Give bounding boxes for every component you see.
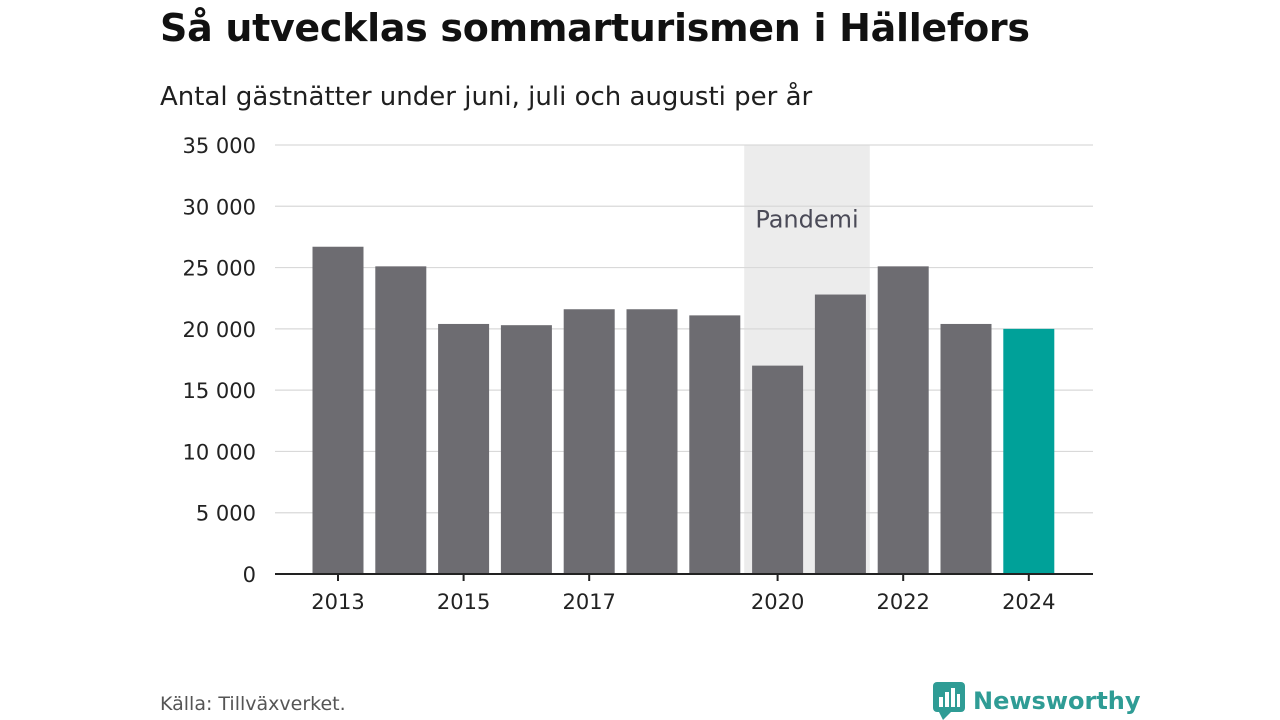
y-tick-label: 5 000 bbox=[196, 502, 256, 526]
annotation-label: Pandemi bbox=[755, 206, 858, 234]
x-tick-label: 2015 bbox=[437, 590, 490, 614]
bar bbox=[752, 366, 803, 574]
x-tick-label: 2024 bbox=[1002, 590, 1055, 614]
bar bbox=[313, 247, 364, 574]
bar-chart: Pandemi 0 5 000 10 000 15 000 20 000 25 000 30 … bbox=[0, 0, 1280, 680]
x-tick-label: 2022 bbox=[876, 590, 929, 614]
bar bbox=[627, 309, 678, 574]
bar bbox=[878, 266, 929, 574]
newsworthy-logo-icon bbox=[933, 682, 965, 720]
source-note: Källa: Tillväxverket. bbox=[160, 693, 346, 715]
y-tick-label: 0 bbox=[243, 563, 256, 587]
y-tick-label: 15 000 bbox=[183, 379, 256, 403]
y-tick-label: 20 000 bbox=[183, 318, 256, 342]
bar bbox=[941, 324, 992, 574]
brand-logo: Newsworthy bbox=[933, 682, 1141, 720]
y-tick-label: 30 000 bbox=[183, 195, 256, 219]
x-tick-label: 2017 bbox=[562, 590, 615, 614]
bar bbox=[815, 295, 866, 574]
bar bbox=[564, 309, 615, 574]
bar bbox=[375, 266, 426, 574]
x-tick-label: 2020 bbox=[751, 590, 804, 614]
y-tick-label: 25 000 bbox=[183, 257, 256, 281]
bar-highlight bbox=[1003, 329, 1054, 574]
bar bbox=[689, 315, 740, 574]
x-tick-label: 2013 bbox=[311, 590, 364, 614]
y-tick-label: 10 000 bbox=[183, 440, 256, 464]
bar bbox=[438, 324, 489, 574]
brand-name: Newsworthy bbox=[973, 687, 1141, 715]
bar bbox=[501, 325, 552, 574]
y-tick-label: 35 000 bbox=[183, 134, 256, 158]
